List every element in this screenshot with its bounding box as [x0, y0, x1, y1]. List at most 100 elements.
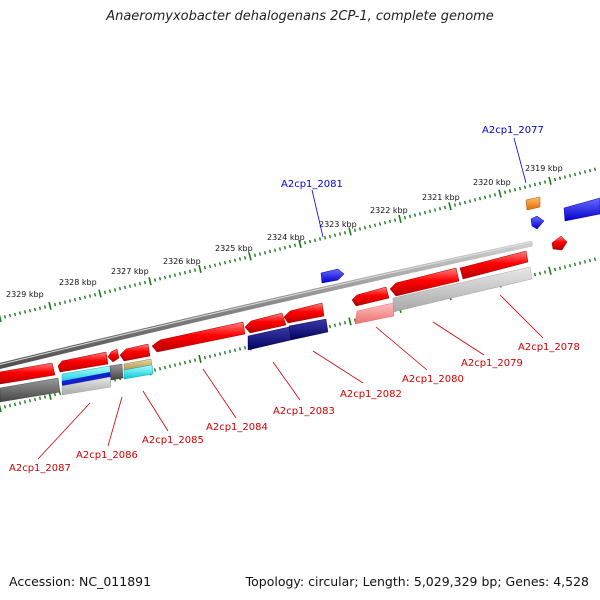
outer-track-minor-tick [303, 241, 307, 245]
outer-track-minor-tick [308, 239, 312, 244]
inner-track-minor-tick [3, 405, 7, 409]
gene-feature-small-red[interactable] [551, 235, 568, 251]
gene-feature-a2cp1-2083[interactable] [244, 312, 287, 334]
inner-track-minor-tick [583, 260, 587, 264]
feature-dark-grey[interactable] [0, 377, 61, 403]
outer-track-minor-tick [433, 208, 437, 212]
outer-track-minor-tick [93, 293, 97, 297]
gene-feature-a2cp1-2080[interactable] [351, 286, 390, 307]
outer-track-minor-tick [73, 297, 77, 302]
feature-pink[interactable] [354, 302, 395, 325]
inner-track-minor-tick [193, 358, 197, 362]
gene-feature-a2cp1-2082[interactable] [283, 302, 325, 324]
outer-track-minor-tick [533, 182, 537, 187]
gene-label-a2cp1-2077[interactable]: A2cp1_2077 [482, 125, 544, 136]
gene-feature-a2cp1-2087[interactable] [0, 362, 56, 385]
outer-track-minor-tick [128, 284, 132, 288]
outer-track-minor-tick [23, 310, 27, 314]
outer-track-major-tick [198, 264, 202, 273]
gene-label-a2cp1-2084[interactable]: A2cp1_2084 [206, 422, 268, 433]
outer-track-minor-tick [473, 198, 477, 202]
gene-label-a2cp1-2080[interactable]: A2cp1_2080 [402, 374, 464, 385]
outer-track-major-tick [348, 227, 352, 236]
outer-track-minor-tick [283, 246, 287, 250]
gene-feature-a2cp1-2084[interactable] [151, 321, 246, 353]
outer-track-minor-tick [293, 243, 297, 247]
outer-track-minor-tick [153, 278, 157, 282]
outer-track-minor-tick [493, 193, 497, 197]
inner-track-major-tick [0, 404, 2, 413]
feature-blue-stripe[interactable] [62, 372, 111, 386]
gene-feature-a2cp1-2086-small[interactable] [107, 348, 120, 363]
inner-track-minor-tick [53, 392, 57, 397]
inner-track-minor-tick [23, 400, 27, 404]
outer-track-minor-tick [213, 263, 217, 267]
kbp-label-2324: 2324 kbp [267, 233, 305, 242]
outer-track-minor-tick [578, 171, 582, 175]
outer-track-minor-tick [583, 170, 587, 174]
gene-label-a2cp1-2082[interactable]: A2cp1_2082 [340, 389, 402, 400]
gene-feature-a2cp1-2078[interactable] [459, 250, 529, 280]
outer-track-minor-tick [588, 168, 592, 173]
kbp-label-2325: 2325 kbp [215, 244, 253, 253]
gene-label-a2cp1-2078[interactable]: A2cp1_2078 [518, 342, 580, 353]
outer-track-minor-tick [553, 177, 557, 182]
leader-a2cp1-2085 [142, 390, 169, 432]
feature-navy-right[interactable] [288, 318, 329, 341]
outer-track-minor-tick [568, 173, 572, 178]
outer-track-minor-tick [333, 233, 337, 237]
outer-track-minor-tick [418, 212, 422, 216]
gene-label-a2cp1-2081[interactable]: A2cp1_2081 [281, 179, 343, 190]
outer-track-minor-tick [83, 295, 87, 299]
inner-track-minor-tick [18, 401, 22, 405]
leader-a2cp1-2082 [312, 350, 364, 384]
gene-feature-a2cp1-2079[interactable] [389, 267, 460, 297]
inner-track-minor-tick [243, 345, 247, 350]
gene-label-a2cp1-2085[interactable]: A2cp1_2085 [142, 435, 204, 446]
genome-backbone-highlight [0, 242, 531, 365]
feature-cyan-small[interactable] [123, 364, 154, 380]
gene-feature-a2cp1-2086[interactable] [57, 351, 109, 373]
kbp-label-2328: 2328 kbp [59, 278, 97, 287]
outer-tick-track [0, 167, 597, 323]
outer-track-minor-tick [343, 231, 347, 235]
outer-track-minor-tick [443, 205, 447, 210]
outer-track-minor-tick [383, 220, 387, 225]
gene-label-a2cp1-2087[interactable]: A2cp1_2087 [9, 463, 71, 474]
outer-track-minor-tick [173, 273, 177, 277]
outer-track-minor-tick [243, 255, 247, 260]
gene-feature-a2cp1-2081[interactable] [320, 268, 345, 284]
outer-track-minor-tick [8, 313, 12, 318]
gene-label-a2cp1-2079[interactable]: A2cp1_2079 [461, 358, 523, 369]
inner-track-minor-tick [58, 391, 62, 396]
outer-track-minor-tick [423, 210, 427, 215]
outer-track-minor-tick [523, 185, 527, 189]
outer-track-minor-tick [388, 219, 392, 224]
inner-track-minor-tick [558, 266, 562, 270]
inner-track-minor-tick [218, 352, 222, 356]
inner-track-minor-tick [588, 258, 592, 263]
outer-track-minor-tick [378, 222, 382, 226]
outer-track-minor-tick [158, 277, 162, 281]
gene-feature-a2cp1-2085[interactable] [119, 343, 151, 362]
inner-track-minor-tick [593, 257, 597, 262]
outer-track-minor-tick [428, 209, 432, 214]
gene-feature-a2cp1-2077[interactable] [525, 196, 541, 211]
gene-label-a2cp1-2086[interactable]: A2cp1_2086 [76, 450, 138, 461]
kbp-label-2327: 2327 kbp [111, 267, 149, 276]
gene-label-a2cp1-2083[interactable]: A2cp1_2083 [273, 406, 335, 417]
inner-track-minor-tick [333, 323, 337, 327]
gene-feature-small-blue[interactable] [530, 215, 545, 230]
outer-track-minor-tick [233, 258, 237, 262]
feature-grey-small[interactable] [109, 363, 124, 381]
leader-a2cp1-2079 [432, 321, 485, 356]
gene-feature-right-blue[interactable] [563, 197, 600, 222]
leader-a2cp1-2083 [272, 361, 301, 401]
feature-navy-left[interactable] [247, 326, 292, 351]
outer-track-minor-tick [58, 301, 62, 306]
kbp-label-2320: 2320 kbp [473, 178, 511, 187]
feature-light-grey-left[interactable] [61, 376, 112, 396]
leader-a2cp1-2081 [311, 189, 324, 238]
outer-track-minor-tick [143, 280, 147, 285]
